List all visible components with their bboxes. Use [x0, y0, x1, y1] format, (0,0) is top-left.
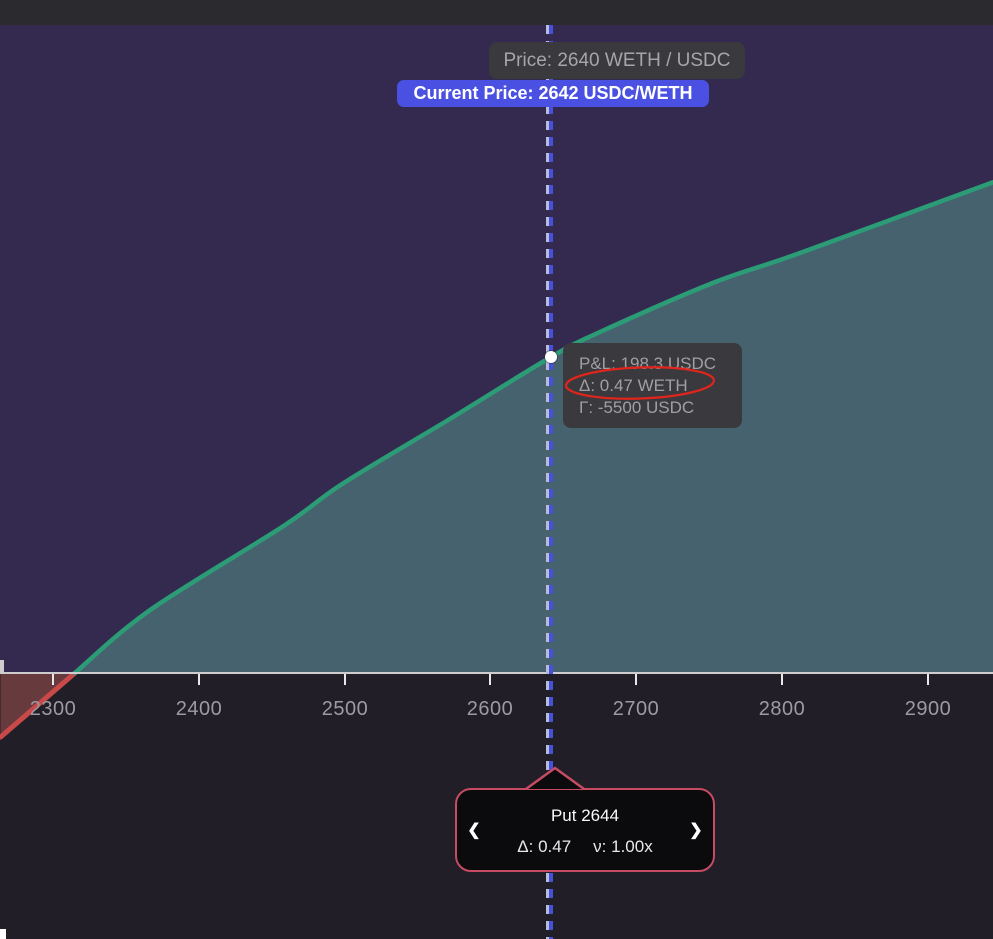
hover-price-tooltip: Price: 2640 WETH / USDC — [489, 42, 745, 79]
positive-pnl-area — [74, 182, 993, 673]
chevron-left-icon: ❮ — [467, 822, 481, 839]
strike-card-title: Put 2644 — [550, 806, 620, 825]
pnl-tooltip: P&L: 198.3 USDC Δ: 0.47 WETH Γ: -5500 US… — [563, 343, 742, 428]
current-price-badge: Current Price: 2642 USDC/WETH — [397, 80, 709, 107]
negative-pnl-line — [0, 670, 78, 740]
corner-marker — [0, 929, 6, 939]
hover-point-dot — [545, 351, 557, 363]
top-bar — [0, 0, 993, 25]
strike-card-stats: Δ: 0.47 ν: 1.00x — [457, 837, 713, 857]
delta-value: Δ: 0.47 WETH — [579, 376, 688, 395]
next-strike-button[interactable]: ❯ — [679, 790, 713, 870]
current-price-dashed-line-light — [546, 25, 549, 939]
y-axis-notch — [0, 660, 4, 673]
pnl-value: P&L: 198.3 USDC — [579, 354, 717, 373]
chevron-right-icon: ❯ — [689, 822, 703, 839]
positive-pnl-line — [72, 179, 993, 676]
prev-strike-button[interactable]: ❮ — [457, 790, 491, 870]
gamma-value: Γ: -5500 USDC — [579, 398, 695, 417]
current-price-dashed-line — [549, 25, 553, 939]
strike-vega: ν: 1.00x — [593, 837, 653, 856]
x-axis-line — [0, 672, 993, 674]
strike-card-pointer — [525, 766, 585, 790]
strike-delta: Δ: 0.47 — [517, 837, 572, 856]
strike-card[interactable]: ❮ Put 2644 Δ: 0.47 ν: 1.00x ❯ — [455, 788, 715, 872]
